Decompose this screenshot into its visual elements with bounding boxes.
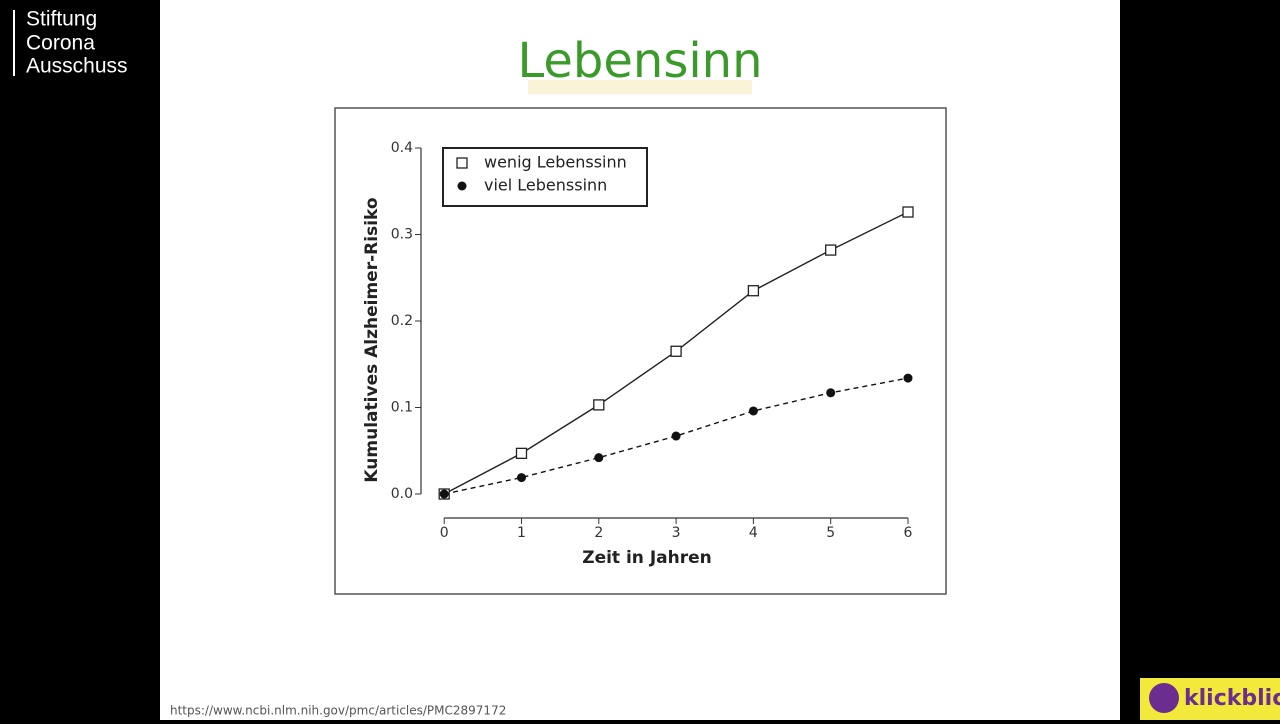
legend-marker: [456, 157, 468, 169]
logo-text: klickblick: [1184, 686, 1280, 711]
data-point: [671, 431, 681, 441]
x-tick-label: 6: [904, 525, 913, 541]
y-tick-label: 0.4: [391, 140, 413, 156]
x-tick-label: 1: [517, 525, 526, 541]
y-tick-label: 0.3: [391, 227, 413, 243]
legend-label: wenig Lebenssinn: [484, 153, 627, 172]
y-tick-label: 0.1: [391, 400, 413, 416]
logo-icon: [1149, 683, 1179, 713]
x-tick-label: 0: [440, 525, 449, 541]
x-tick-label: 3: [672, 525, 681, 541]
legend-marker: [457, 181, 467, 191]
channel-name: Stiftung: [26, 8, 97, 31]
y-tick-label: 0.0: [391, 486, 413, 502]
data-point: [594, 453, 604, 463]
channel-name: Ausschuss: [26, 55, 128, 78]
data-point: [825, 244, 837, 256]
data-point: [903, 373, 913, 383]
data-point: [902, 206, 914, 218]
plot: 0.0 0.1 0.2 0.3 0.4 0 1 2 3 4 5 6 Zeit in Jahren Kumu…: [362, 140, 914, 568]
title-highlight: [528, 80, 752, 94]
x-tick-label: 2: [594, 525, 603, 541]
legend-box: [442, 147, 648, 207]
x-tick-label: 5: [826, 525, 835, 541]
data-point: [439, 489, 449, 499]
data-point: [515, 447, 528, 459]
data-point: [826, 388, 836, 398]
y-axis-label: Kumulatives Alzheimer-Risiko: [362, 197, 382, 482]
x-tick-label: 4: [749, 525, 758, 541]
data-point: [747, 285, 760, 297]
x-axis-label: Zeit in Jahren: [582, 548, 712, 568]
source-url: https://www.ncbi.nlm.nih.gov/pmc/article…: [170, 704, 506, 718]
data-point: [516, 473, 526, 483]
data-point: [593, 399, 605, 411]
data-point: [670, 345, 682, 357]
slide-title: Lebensinn: [517, 33, 762, 89]
data-point: [748, 406, 758, 416]
legend-label: viel Lebenssinn: [484, 176, 607, 195]
y-tick-label: 0.2: [391, 313, 413, 329]
channel-name: Corona: [26, 32, 95, 55]
